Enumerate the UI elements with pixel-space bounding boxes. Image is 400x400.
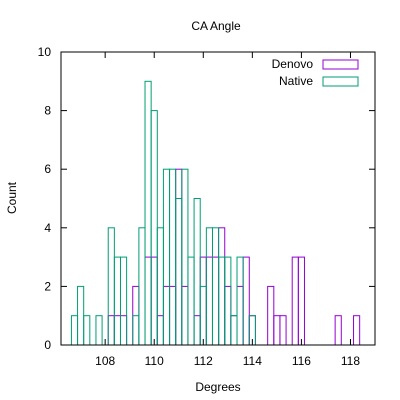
bar-native-18 <box>199 285 207 346</box>
bar-native-6 <box>119 256 128 346</box>
x-tick-label: 108 <box>95 354 115 368</box>
bar-native-11 <box>156 227 164 346</box>
bar-native-9 <box>144 80 152 346</box>
bar-denovo-1 <box>113 315 121 346</box>
bar-native-0 <box>70 315 79 346</box>
legend-label-native: Native <box>279 74 313 88</box>
bar-denovo-12 <box>199 256 207 346</box>
bar-native-5 <box>113 256 121 346</box>
bar-native-8 <box>138 227 146 346</box>
x-tick-label: 116 <box>292 354 311 368</box>
bar-native-20 <box>211 227 220 346</box>
y-axis-label: Count <box>5 181 19 214</box>
bar-denovo-4 <box>144 256 152 346</box>
plot-frame <box>60 51 376 346</box>
bar-denovo-22 <box>273 315 281 346</box>
bar-native-1 <box>77 285 85 346</box>
bar-denovo-5 <box>150 256 158 346</box>
legend: Denovo Native <box>272 57 359 88</box>
series-native <box>70 80 256 346</box>
bar-native-13 <box>169 168 177 346</box>
bar-native-12 <box>162 168 171 346</box>
bar-denovo-19 <box>242 256 250 346</box>
bar-native-10 <box>150 110 158 346</box>
legend-swatch-native <box>322 76 359 87</box>
bar-denovo-13 <box>205 256 213 346</box>
bar-native-7 <box>132 315 140 346</box>
bar-denovo-23 <box>279 315 287 346</box>
x-tick-label: 110 <box>145 354 164 368</box>
x-axis-label: Degrees <box>195 380 240 394</box>
y-tick-label: 8 <box>44 104 51 118</box>
bar-native-24 <box>236 256 244 346</box>
bar-native-2 <box>83 315 91 346</box>
x-tick-label: 118 <box>341 354 360 368</box>
bar-denovo-2 <box>119 315 128 346</box>
legend-swatch-denovo <box>322 59 359 70</box>
series-denovo <box>107 168 361 346</box>
y-tick-label: 10 <box>38 45 52 59</box>
bar-native-15 <box>181 168 189 346</box>
bar-denovo-10 <box>181 285 189 346</box>
bar-native-14 <box>175 198 183 346</box>
legend-label-denovo: Denovo <box>272 57 314 71</box>
bar-denovo-16 <box>224 285 232 346</box>
bar-native-23 <box>230 315 238 346</box>
bar-denovo-18 <box>236 285 244 346</box>
ticks-layer: 108 110 112 114 116 118 0 2 4 6 8 10 <box>38 45 375 368</box>
bar-denovo-27 <box>353 315 361 346</box>
bar-denovo-8 <box>169 285 177 346</box>
bar-native-17 <box>193 198 201 346</box>
bar-native-21 <box>218 256 226 346</box>
bar-denovo-24 <box>291 256 299 346</box>
bar-denovo-21 <box>267 285 275 346</box>
bar-native-16 <box>187 256 195 346</box>
bar-denovo-11 <box>193 315 201 346</box>
bar-denovo-26 <box>334 315 342 346</box>
bar-denovo-6 <box>156 315 164 346</box>
y-tick-label: 2 <box>44 279 51 293</box>
bar-native-3 <box>95 315 103 346</box>
bar-denovo-0 <box>107 315 115 346</box>
bar-native-19 <box>205 227 213 346</box>
y-tick-label: 0 <box>44 338 51 352</box>
bar-denovo-14 <box>211 256 220 346</box>
x-tick-label: 114 <box>243 354 262 368</box>
bar-native-22 <box>224 256 232 346</box>
y-tick-label: 6 <box>44 162 51 176</box>
bar-denovo-7 <box>162 285 171 346</box>
bar-denovo-15 <box>218 227 226 346</box>
bar-native-4 <box>107 227 115 346</box>
bar-denovo-25 <box>297 256 305 346</box>
chart-title: CA Angle <box>191 19 241 33</box>
x-tick-label: 112 <box>194 354 213 368</box>
bar-denovo-9 <box>175 168 183 346</box>
bar-denovo-17 <box>230 315 238 346</box>
y-tick-label: 4 <box>44 221 51 235</box>
bars-layer <box>70 80 361 346</box>
